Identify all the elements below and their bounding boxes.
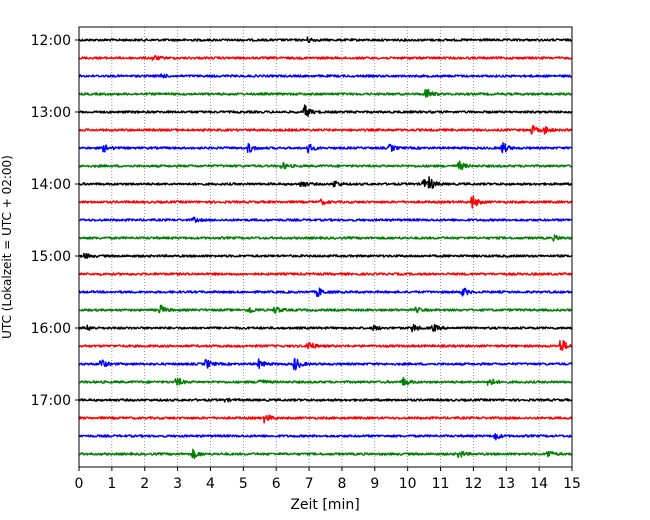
trace-1630 xyxy=(78,357,573,371)
x-tick-label: 11 xyxy=(432,476,450,492)
x-tick-label: 10 xyxy=(399,476,417,492)
trace-1400 xyxy=(78,176,573,189)
vertical-gridlines xyxy=(111,27,540,467)
x-tick-label: 9 xyxy=(370,476,379,492)
x-tick-label: 0 xyxy=(75,476,84,492)
x-tick-label: 14 xyxy=(530,476,548,492)
x-tick-label: 12 xyxy=(464,476,482,492)
trace-1645 xyxy=(78,376,573,386)
trace-1430 xyxy=(78,216,573,224)
trace-1415 xyxy=(78,195,573,209)
x-axis-label: Zeit [min] xyxy=(290,497,359,513)
y-ticks: 12:00 13:00 14:00 15:00 16:00 17:00 xyxy=(31,33,79,409)
trace-1245 xyxy=(78,88,573,98)
trace-1200 xyxy=(78,36,573,44)
y-tick-label: 16:00 xyxy=(31,321,71,337)
trace-1315 xyxy=(78,125,573,135)
x-tick-label: 13 xyxy=(497,476,515,492)
y-tick-label: 17:00 xyxy=(31,393,71,409)
x-tick-label: 1 xyxy=(107,476,116,492)
trace-1445 xyxy=(78,234,573,242)
trace-1515 xyxy=(78,272,573,276)
trace-1700 xyxy=(78,397,573,403)
trace-1500 xyxy=(78,252,573,259)
plot-frame xyxy=(78,26,573,468)
y-tick-label: 13:00 xyxy=(31,105,71,121)
trace-1300 xyxy=(78,104,573,117)
x-tick-label: 3 xyxy=(173,476,182,492)
x-tick-label: 8 xyxy=(337,476,346,492)
trace-1600 xyxy=(78,323,573,333)
trace-1615 xyxy=(78,339,573,351)
trace-1730 xyxy=(78,433,573,441)
y-axis-label: UTC (Lokalzeit = UTC + 02:00) xyxy=(0,155,14,339)
x-tick-label: 15 xyxy=(563,476,581,492)
trace-1545 xyxy=(78,304,573,314)
x-tick-label: 2 xyxy=(140,476,149,492)
trace-1230 xyxy=(78,73,573,79)
trace-1745 xyxy=(78,448,573,460)
y-tick-label: 14:00 xyxy=(31,177,71,193)
x-tick-label: 6 xyxy=(272,476,281,492)
y-tick-label: 12:00 xyxy=(31,33,71,49)
trace-1530 xyxy=(78,287,573,298)
x-tick-label: 5 xyxy=(239,476,248,492)
x-ticks: 0 1 2 3 4 5 6 7 8 9 10 11 12 13 14 15 xyxy=(75,467,581,492)
trace-1345 xyxy=(78,160,573,170)
trace-1330 xyxy=(78,142,573,154)
x-tick-label: 7 xyxy=(305,476,314,492)
y-tick-label: 15:00 xyxy=(31,249,71,265)
trace-1715 xyxy=(78,414,573,424)
x-tick-label: 4 xyxy=(206,476,215,492)
traces-group xyxy=(78,36,573,460)
trace-1215 xyxy=(78,55,573,61)
